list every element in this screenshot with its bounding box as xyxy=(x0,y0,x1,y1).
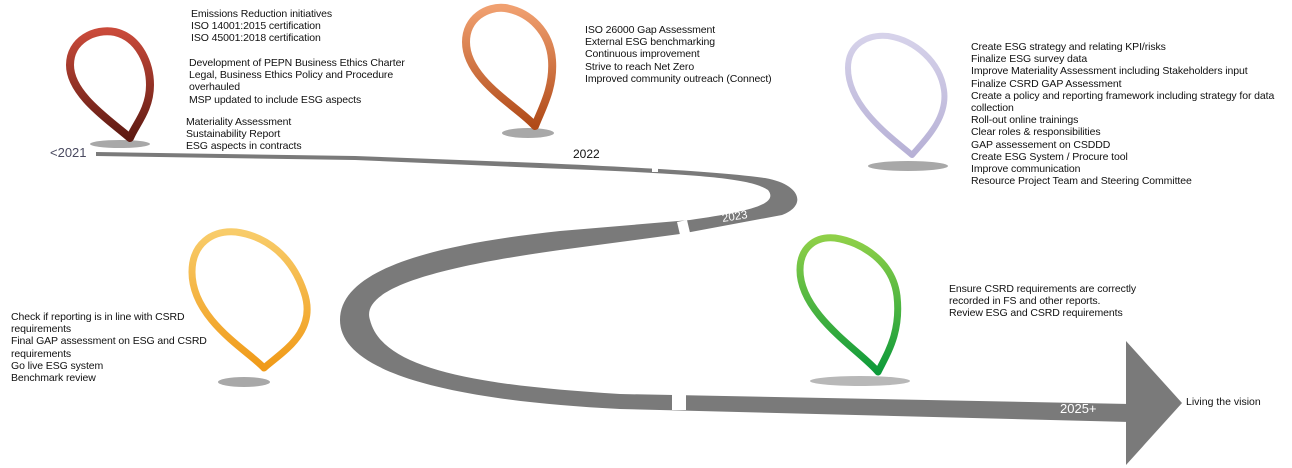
pin-shadow xyxy=(868,161,948,171)
milestone-item: ISO 14001:2015 certification xyxy=(191,20,321,33)
milestones-2025: Ensure CSRD requirements are correctly r… xyxy=(949,283,1154,320)
location-pin-icon xyxy=(845,32,948,158)
milestone-item: Legal, Business Ethics Policy and Proced… xyxy=(189,69,394,82)
milestones-2021-mid: Development of PEPN Business Ethics Char… xyxy=(189,57,405,106)
milestone-item: Continuous improvement xyxy=(585,48,700,61)
location-pin-icon xyxy=(188,228,311,372)
milestone-item: Finalize ESG survey data xyxy=(971,53,1088,66)
year-label-2021: <2021 xyxy=(50,145,87,160)
milestones-2023: Create ESG strategy and relating KPI/ris… xyxy=(971,41,1289,187)
milestone-item: Materiality Assessment xyxy=(186,116,292,128)
milestone-item: GAP assessement on CSDDD xyxy=(971,138,1111,151)
milestone-item: Development of PEPN Business Ethics Char… xyxy=(189,57,405,69)
milestone-item: ISO 26000 Gap Assessment xyxy=(585,24,716,36)
milestone-item: Go live ESG system xyxy=(11,359,104,372)
milestone-item: Improved community outreach (Connect) xyxy=(585,72,772,85)
milestone-item: Benchmark review xyxy=(11,372,96,385)
milestone-item: Create ESG strategy and relating KPI/ris… xyxy=(971,41,1166,53)
road-arrowhead xyxy=(1126,341,1182,465)
milestone-item: Improve communication xyxy=(971,163,1081,176)
milestone-item: Finalize CSRD GAP Assessment xyxy=(971,77,1122,90)
milestone-item: Create a policy and reporting framework … xyxy=(971,89,1275,115)
milestone-item: MSP updated to include ESG aspects xyxy=(189,93,362,106)
pin-shadow xyxy=(218,377,270,387)
pin-2022 xyxy=(462,3,557,138)
year-label-2024: 2024 xyxy=(632,385,658,397)
pin-shadow xyxy=(502,128,554,138)
milestone-item: overhauled xyxy=(189,81,240,94)
road-gap-2022 xyxy=(652,162,658,172)
pin-2025 xyxy=(796,234,910,386)
location-pin-icon xyxy=(462,3,557,130)
year-label-2025: 2025+ xyxy=(1060,401,1097,416)
pin-2021 xyxy=(66,27,154,148)
milestone-item: Final GAP assessment on ESG and CSRD req… xyxy=(11,335,207,360)
milestone-item: Sustainability Report xyxy=(186,128,281,141)
road-gap-2024 xyxy=(672,388,686,410)
year-label-2022: 2022 xyxy=(573,147,600,161)
end-label: Living the vision xyxy=(1186,396,1261,408)
pin-2024 xyxy=(188,228,311,387)
milestone-item: Strive to reach Net Zero xyxy=(585,60,695,73)
location-pin-icon xyxy=(66,27,154,142)
timeline-road xyxy=(96,152,1182,465)
milestones-2021-top: Emissions Reduction initiatives ISO 1400… xyxy=(191,8,332,45)
milestone-item: ESG aspects in contracts xyxy=(186,140,302,153)
milestone-item: Resource Project Team and Steering Commi… xyxy=(971,175,1192,188)
milestone-item: Create ESG System / Procure tool xyxy=(971,150,1128,163)
milestone-item: Clear roles & responsibilities xyxy=(971,126,1101,139)
pin-shadow xyxy=(90,140,150,148)
milestone-item: ISO 45001:2018 certification xyxy=(191,32,321,45)
road-gap-2023 xyxy=(677,220,691,239)
milestone-item: Roll-out online trainings xyxy=(971,114,1079,127)
milestones-2021-low: Materiality Assessment Sustainability Re… xyxy=(186,116,302,153)
milestones-2022: ISO 26000 Gap Assessment External ESG be… xyxy=(585,24,772,85)
milestone-item: Ensure CSRD requirements are correctly r… xyxy=(949,283,1137,308)
milestone-item: Emissions Reduction initiatives xyxy=(191,8,333,20)
pin-2023 xyxy=(845,32,948,171)
milestone-item: Review ESG and CSRD requirements xyxy=(949,307,1123,320)
pin-shadow xyxy=(810,376,910,386)
milestones-2024: Check if reporting is in line with CSRD … xyxy=(11,311,216,384)
location-pin-icon xyxy=(796,234,902,376)
milestone-item: Improve Materiality Assessment including… xyxy=(971,65,1248,78)
milestone-item: External ESG benchmarking xyxy=(585,36,715,49)
milestone-item: Check if reporting is in line with CSRD … xyxy=(11,311,185,336)
